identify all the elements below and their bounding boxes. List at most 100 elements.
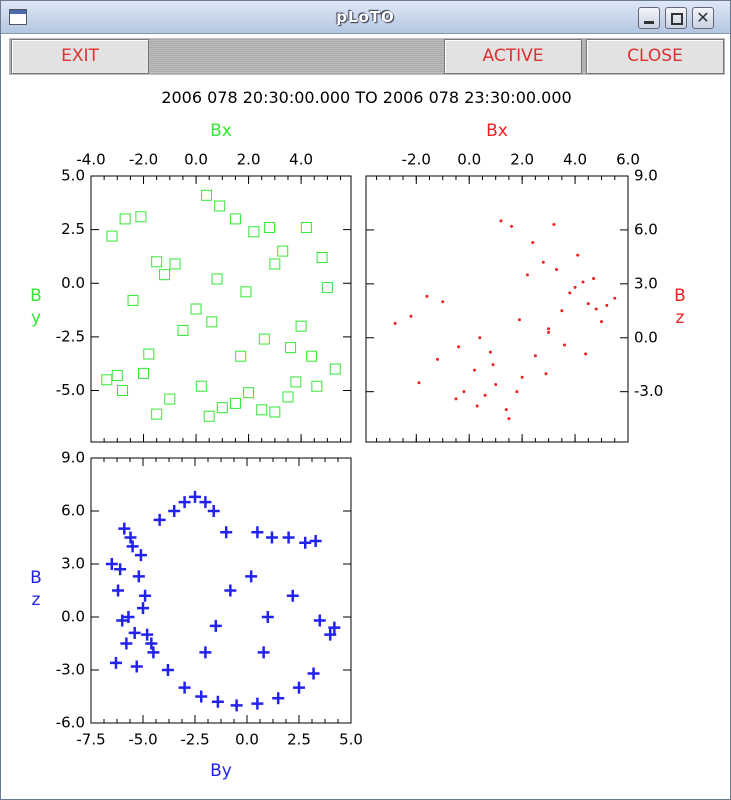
dot-marker [491, 363, 495, 367]
dot-marker [547, 330, 551, 334]
square-marker [240, 286, 252, 298]
plus-marker [153, 513, 166, 526]
active-button[interactable]: ACTIVE [444, 39, 582, 74]
square-marker [201, 189, 213, 201]
plus-marker [324, 628, 337, 641]
close-button[interactable]: CLOSE [586, 39, 724, 74]
square-marker [295, 320, 307, 332]
square-marker [290, 376, 302, 388]
square-marker [190, 303, 202, 315]
dot-marker [478, 336, 482, 340]
dot-marker [425, 294, 429, 298]
window-icon [9, 9, 27, 25]
plus-marker [134, 549, 147, 562]
square-marker [195, 380, 207, 392]
plus-marker [209, 619, 222, 632]
plus-marker [293, 681, 305, 694]
plus-marker [286, 589, 299, 602]
square-marker [269, 406, 281, 418]
square-marker [235, 350, 247, 362]
y-tick-label: 6.0 [61, 502, 85, 520]
x-tick-label: -7.5 [76, 731, 105, 749]
y-tick-label: -5.0 [56, 381, 85, 399]
dot-marker [504, 408, 508, 412]
dot-marker [613, 296, 617, 300]
dot-marker [441, 300, 445, 304]
dot-marker [510, 224, 514, 228]
plus-marker [105, 558, 118, 570]
plus-marker [141, 628, 154, 641]
dot-marker [515, 390, 519, 394]
dot-marker [531, 241, 535, 244]
square-marker [316, 252, 328, 264]
square-marker [151, 408, 163, 420]
x-tick-label: 0.0 [235, 731, 259, 749]
plus-marker [126, 540, 139, 553]
dot-marker [586, 302, 590, 306]
dot-marker [507, 417, 511, 421]
plus-marker [313, 614, 326, 627]
dot-marker [594, 307, 598, 311]
plus-marker [132, 570, 145, 583]
square-marker [269, 258, 281, 270]
plot-frame [90, 457, 352, 724]
plus-marker [251, 526, 264, 539]
dot-marker [560, 309, 564, 313]
window-title: pLoTO [336, 8, 395, 26]
dot-marker [541, 260, 545, 264]
dot-marker [533, 354, 537, 358]
exit-button[interactable]: EXIT [11, 39, 149, 74]
square-marker [243, 387, 255, 399]
dot-marker [584, 352, 588, 356]
x-tick-label: 2.0 [237, 151, 261, 169]
maximize-button[interactable] [665, 7, 687, 29]
plus-marker [199, 646, 212, 659]
square-marker [229, 213, 241, 225]
dot-marker [483, 393, 487, 397]
plus-marker [137, 602, 149, 615]
plus-marker [307, 667, 320, 680]
plus-marker [282, 531, 295, 544]
square-marker [306, 350, 318, 362]
square-marker [143, 348, 155, 360]
square-marker [216, 402, 228, 414]
y-tick-label: -3.0 [634, 382, 663, 400]
plus-marker [114, 563, 127, 576]
dot-marker [581, 280, 585, 284]
plus-marker [124, 531, 137, 544]
plus-marker [139, 589, 152, 602]
x-tick-label: -4.0 [76, 151, 105, 169]
plus-marker [299, 536, 312, 549]
x-tick-label: 0.0 [184, 151, 208, 169]
dot-marker [544, 372, 548, 376]
y-tick-label: 0.0 [61, 608, 85, 626]
x-tick-label: 5.0 [339, 731, 363, 749]
plus-marker [145, 637, 158, 650]
close-window-button[interactable]: ✕ [692, 7, 714, 29]
plus-marker [265, 531, 278, 544]
square-marker [177, 324, 189, 336]
plus-marker [261, 611, 274, 623]
time-range: 2006 078 20:30:00.000 TO 2006 078 23:30:… [161, 88, 572, 107]
y-axis-label: B y [30, 286, 42, 328]
dot-marker [454, 397, 458, 401]
y-tick-label: 9.0 [634, 167, 658, 185]
dot-marker [525, 273, 529, 277]
square-marker [248, 226, 260, 238]
y-tick-label: -6.0 [56, 714, 85, 732]
plus-marker [211, 695, 224, 708]
minimize-button[interactable] [638, 7, 660, 29]
plus-marker [309, 535, 322, 548]
plus-marker [118, 522, 131, 535]
plus-marker [178, 496, 191, 509]
plot-frame [90, 175, 352, 443]
dot-marker [552, 223, 556, 227]
x-tick-label: 2.5 [287, 731, 311, 749]
dot-marker [475, 404, 479, 408]
y-tick-label: 2.5 [61, 220, 85, 238]
x-axis-label: By [210, 761, 232, 781]
y-tick-label: 6.0 [634, 220, 658, 238]
square-marker [159, 269, 171, 281]
plus-marker [189, 490, 201, 503]
x-tick-label: 4.0 [289, 151, 313, 169]
